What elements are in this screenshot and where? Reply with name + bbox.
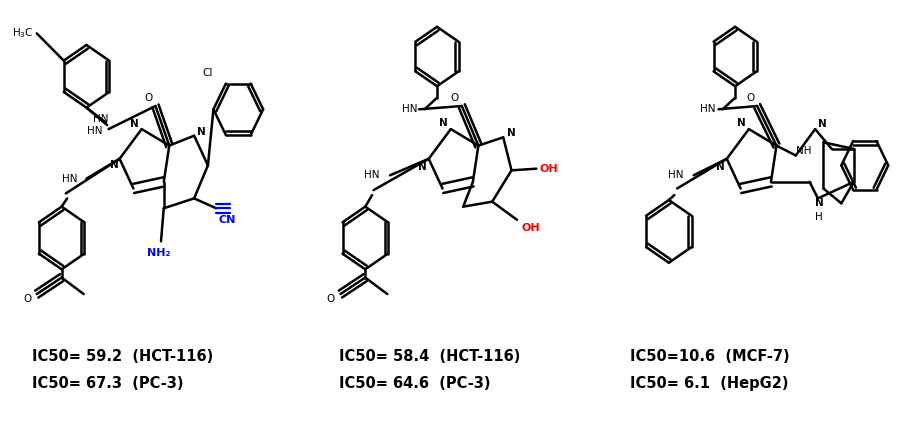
Text: O: O (326, 294, 335, 304)
Text: OH: OH (521, 223, 539, 233)
Text: O: O (23, 294, 31, 304)
Text: HN: HN (699, 104, 714, 114)
Text: N: N (814, 198, 823, 209)
Text: IC50= 67.3  (PC-3): IC50= 67.3 (PC-3) (32, 376, 184, 391)
Text: Cl: Cl (202, 68, 213, 78)
Text: IC50=10.6  (MCF-7): IC50=10.6 (MCF-7) (630, 349, 789, 364)
Text: N: N (716, 162, 724, 172)
Text: HN: HN (667, 170, 683, 180)
Text: O: O (144, 93, 153, 103)
Text: N: N (109, 160, 119, 170)
Text: N: N (130, 119, 139, 129)
Text: OH: OH (539, 164, 558, 174)
Text: IC50= 6.1  (HepG2): IC50= 6.1 (HepG2) (630, 376, 788, 391)
Text: HN: HN (62, 173, 77, 184)
Text: IC50= 59.2  (HCT-116): IC50= 59.2 (HCT-116) (32, 349, 213, 364)
Text: N: N (198, 127, 206, 137)
Text: H: H (814, 212, 823, 222)
Text: HN: HN (93, 114, 108, 124)
Text: N: N (438, 118, 447, 128)
Text: CN: CN (219, 215, 235, 225)
Text: N: N (817, 119, 825, 129)
Text: N: N (418, 162, 426, 172)
Text: IC50= 58.4  (HCT-116): IC50= 58.4 (HCT-116) (338, 349, 519, 364)
Text: HN: HN (364, 170, 380, 180)
Text: IC50= 64.6  (PC-3): IC50= 64.6 (PC-3) (338, 376, 490, 391)
Text: NH₂: NH₂ (146, 248, 170, 258)
Text: O: O (450, 93, 459, 103)
Text: H$_3$C: H$_3$C (13, 27, 34, 40)
Text: O: O (745, 93, 754, 103)
Text: N: N (506, 129, 515, 138)
Text: HN: HN (402, 104, 416, 114)
Text: N: N (736, 118, 744, 128)
Text: NH: NH (796, 146, 811, 156)
Text: HN: HN (87, 126, 102, 136)
